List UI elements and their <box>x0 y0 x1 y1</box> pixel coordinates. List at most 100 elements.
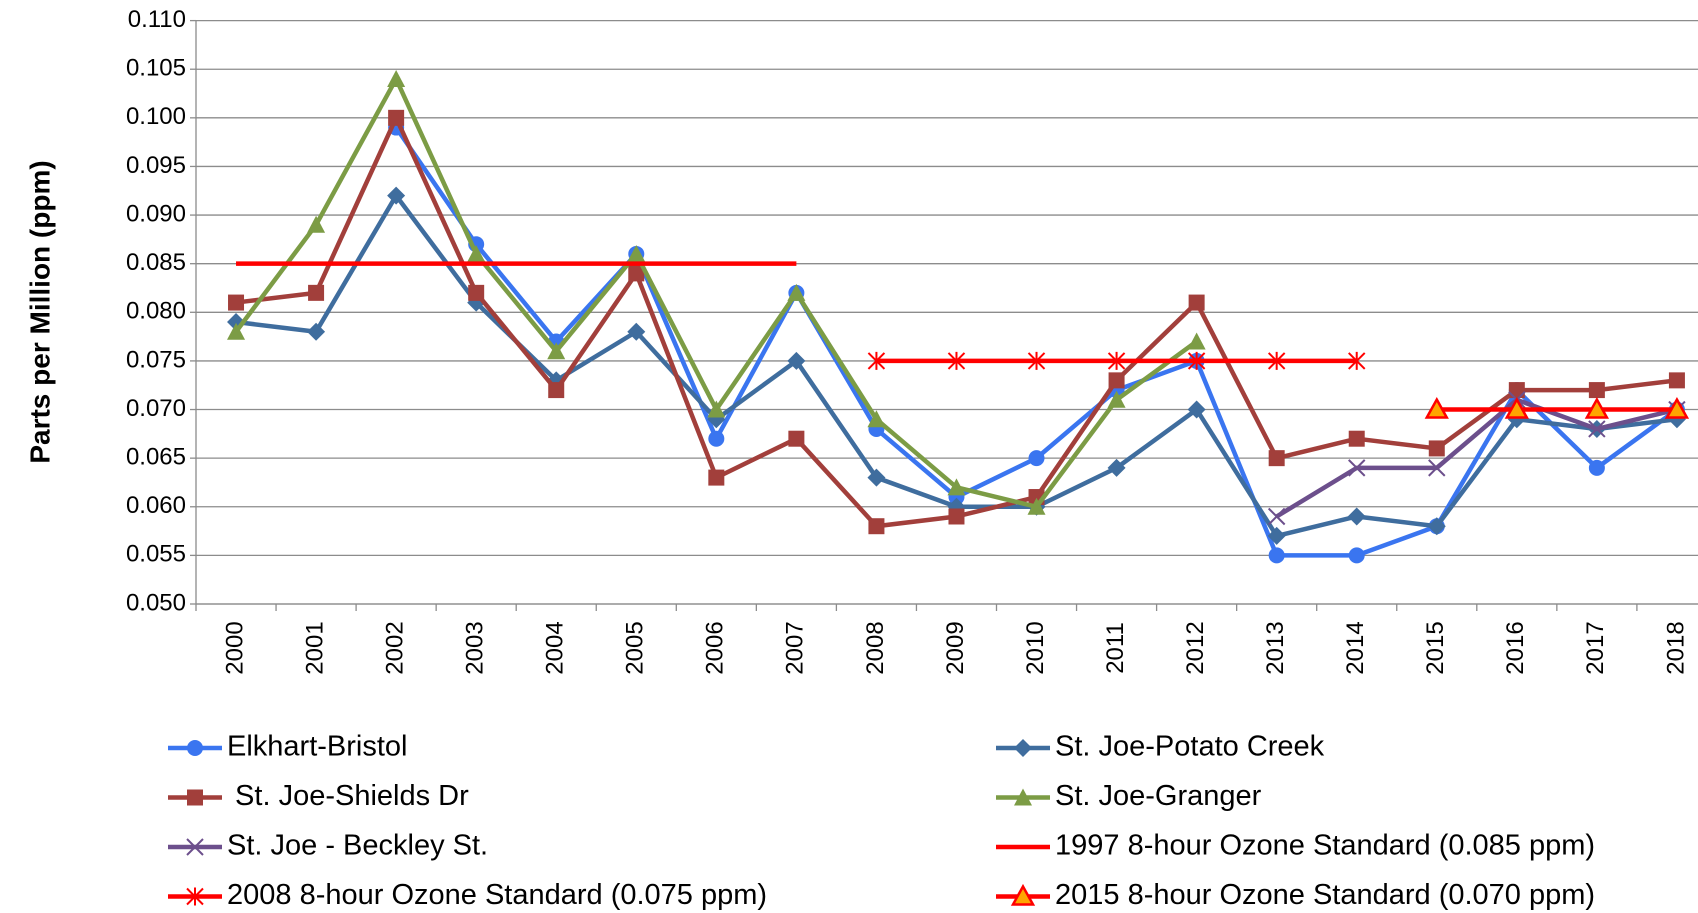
x-tick-label: 2004 <box>542 621 569 674</box>
marker <box>947 478 966 496</box>
marker <box>708 469 725 486</box>
marker <box>1268 450 1285 467</box>
x-tick-label: 2011 <box>1102 622 1129 674</box>
marker <box>627 244 646 262</box>
legend-label: St. Joe-Potato Creek <box>1055 731 1325 763</box>
marker <box>1424 396 1449 419</box>
marker <box>388 109 405 126</box>
x-tick-label: 2006 <box>702 621 729 674</box>
marker <box>1508 382 1525 399</box>
marker <box>1107 390 1126 408</box>
x-tick-label: 2003 <box>462 621 489 674</box>
marker <box>868 518 885 535</box>
y-tick-label: 0.105 <box>126 55 186 82</box>
marker <box>1014 739 1032 757</box>
legend-label: 1997 8-hour Ozone Standard (0.085 ppm) <box>1055 830 1595 862</box>
marker <box>1027 351 1046 370</box>
marker <box>1588 420 1606 438</box>
series <box>228 109 1685 535</box>
marker <box>468 284 485 301</box>
x-tick-label: 2013 <box>1262 621 1289 674</box>
x-tick-label: 2000 <box>221 621 248 674</box>
series-line <box>1275 397 1678 519</box>
marker <box>867 468 886 487</box>
legend-label: 2008 8-hour Ozone Standard (0.075 ppm) <box>227 879 767 911</box>
marker <box>1187 351 1206 370</box>
x-tick-label: 2002 <box>381 621 408 674</box>
marker <box>387 186 406 205</box>
x-tick-label: 2018 <box>1662 621 1689 674</box>
marker <box>947 351 966 370</box>
y-axis-label: Parts per Million (ppm) <box>24 160 55 463</box>
marker <box>307 215 326 233</box>
marker <box>1584 396 1610 419</box>
x-tick-label: 2015 <box>1422 621 1449 674</box>
legend-label: St. Joe - Beckley St. <box>227 830 488 862</box>
y-tick-label: 0.110 <box>128 6 186 33</box>
marker <box>707 400 726 418</box>
marker <box>1348 351 1366 370</box>
legend-label: 2015 8-hour Ozone Standard (0.070 ppm) <box>1055 879 1595 911</box>
y-tick-label: 0.070 <box>126 395 186 422</box>
marker <box>708 430 725 447</box>
x-tick-label: 2014 <box>1342 621 1369 674</box>
y-tick-label: 0.080 <box>126 298 186 325</box>
marker <box>948 508 965 525</box>
marker <box>1014 788 1032 806</box>
marker <box>187 789 203 806</box>
marker <box>387 69 406 87</box>
marker <box>227 322 246 340</box>
marker <box>1588 382 1605 399</box>
marker <box>1107 458 1126 477</box>
marker <box>787 283 806 301</box>
marker <box>1668 372 1685 389</box>
x-tick-label: 2016 <box>1502 621 1529 674</box>
marker <box>1268 547 1285 564</box>
marker <box>307 322 326 341</box>
marker <box>1107 351 1126 370</box>
y-tick-label: 0.075 <box>126 346 186 373</box>
x-tick-label: 2001 <box>301 621 328 674</box>
legend-label: St. Joe-Granger <box>1055 780 1262 812</box>
series <box>867 351 1366 370</box>
y-tick-label: 0.090 <box>126 200 186 227</box>
marker <box>1428 440 1445 457</box>
marker <box>467 244 486 262</box>
y-tick-label: 0.060 <box>126 492 186 519</box>
marker <box>1028 450 1045 467</box>
x-tick-label: 2005 <box>622 621 649 674</box>
series <box>227 69 1206 515</box>
series <box>1424 396 1690 419</box>
marker <box>1027 497 1046 515</box>
y-tick-label: 0.095 <box>126 152 186 179</box>
x-tick-label: 2009 <box>942 621 969 674</box>
marker <box>187 740 203 756</box>
marker <box>1428 459 1446 477</box>
marker <box>186 838 204 856</box>
marker <box>308 284 325 301</box>
marker <box>1108 372 1125 389</box>
marker <box>186 887 204 906</box>
y-tick-label: 0.050 <box>126 589 186 616</box>
marker <box>1187 400 1206 419</box>
legend-label: Elkhart-Bristol <box>227 731 408 763</box>
x-tick-label: 2008 <box>862 621 889 674</box>
marker <box>787 351 806 370</box>
marker <box>1267 526 1286 545</box>
marker <box>1504 396 1529 419</box>
y-tick-label: 0.085 <box>126 249 186 276</box>
marker <box>1010 883 1036 906</box>
marker <box>1348 459 1366 477</box>
marker <box>788 430 805 447</box>
marker <box>627 322 646 341</box>
marker <box>1588 459 1605 476</box>
marker <box>1187 332 1206 350</box>
marker <box>548 382 565 399</box>
x-tick-label: 2012 <box>1182 621 1209 674</box>
x-tick-label: 2007 <box>782 621 809 674</box>
marker <box>1188 294 1205 311</box>
marker <box>1267 507 1286 526</box>
marker <box>628 265 645 282</box>
marker <box>1427 517 1446 536</box>
